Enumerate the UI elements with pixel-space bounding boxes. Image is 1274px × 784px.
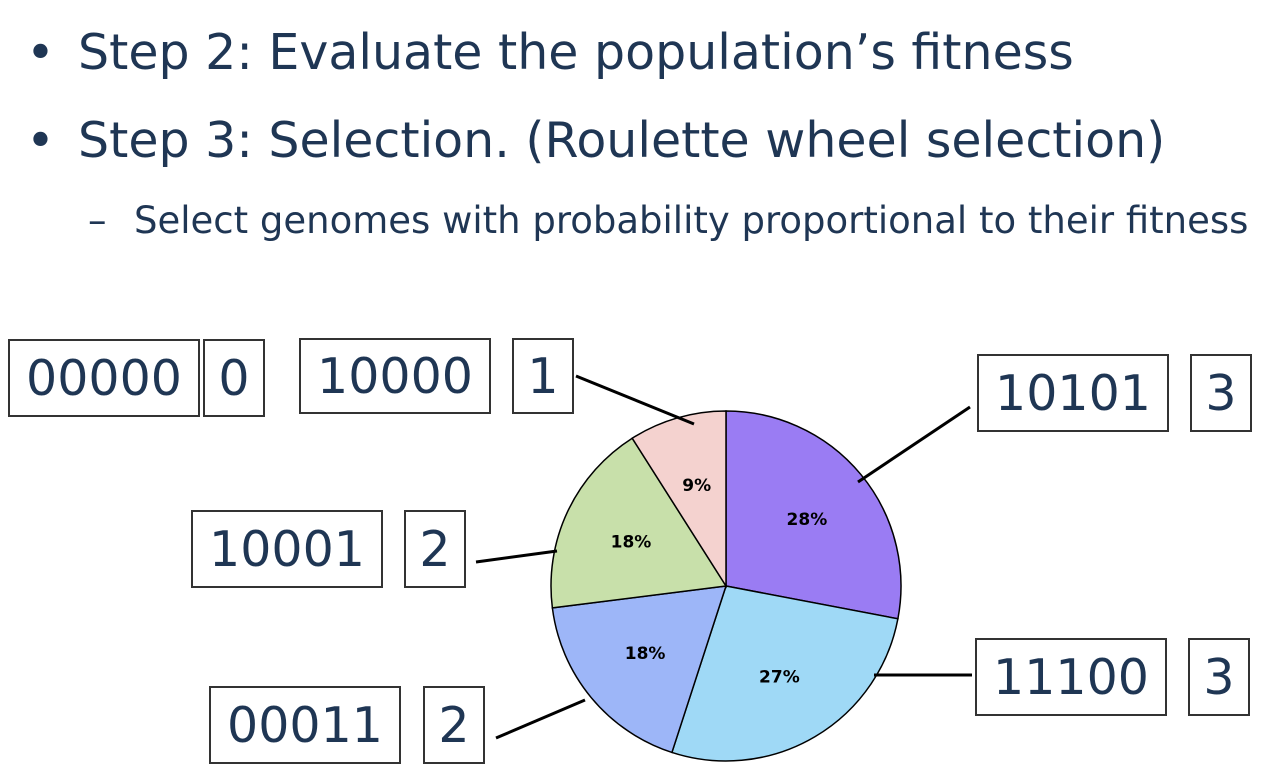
fitness-box: 2 <box>404 510 466 588</box>
genome-box: 10000 <box>299 338 491 414</box>
fitness-box: 0 <box>203 339 265 417</box>
bullet-marker: • <box>26 24 55 81</box>
sub-bullet-marker: – <box>88 199 107 242</box>
bullet-text: Step 3: Selection. (Roulette wheel selec… <box>78 112 1166 169</box>
pie-slice-11100 <box>670 585 899 762</box>
pie-label-10000: 9% <box>682 476 711 496</box>
pie-label-11100: 27% <box>759 667 800 687</box>
pie-slice-00011 <box>551 585 728 754</box>
pie-label-10101: 28% <box>787 510 828 530</box>
fitness-box: 3 <box>1190 354 1252 432</box>
genome-box: 11100 <box>975 638 1167 716</box>
genome-box: 10001 <box>191 510 383 588</box>
connector-10101 <box>857 405 971 484</box>
genome-box: 10101 <box>977 354 1169 432</box>
pie-slice-10101 <box>725 410 902 620</box>
sub-bullet-text: Select genomes with probability proporti… <box>134 199 1249 242</box>
connector-10001 <box>475 549 558 564</box>
bullet-text: Step 2: Evaluate the population’s fitnes… <box>78 24 1074 81</box>
fitness-box: 2 <box>423 686 485 764</box>
genome-box: 00000 <box>8 339 200 417</box>
fitness-box: 1 <box>512 338 574 414</box>
pie-slice-10001 <box>550 437 728 609</box>
fitness-box: 3 <box>1188 638 1250 716</box>
bullet-marker: • <box>26 112 55 169</box>
pie-label-10001: 18% <box>611 532 652 552</box>
pie-label-00011: 18% <box>625 644 666 664</box>
connector-00011 <box>495 698 586 740</box>
connector-10000 <box>575 374 695 426</box>
genome-box: 00011 <box>209 686 401 764</box>
